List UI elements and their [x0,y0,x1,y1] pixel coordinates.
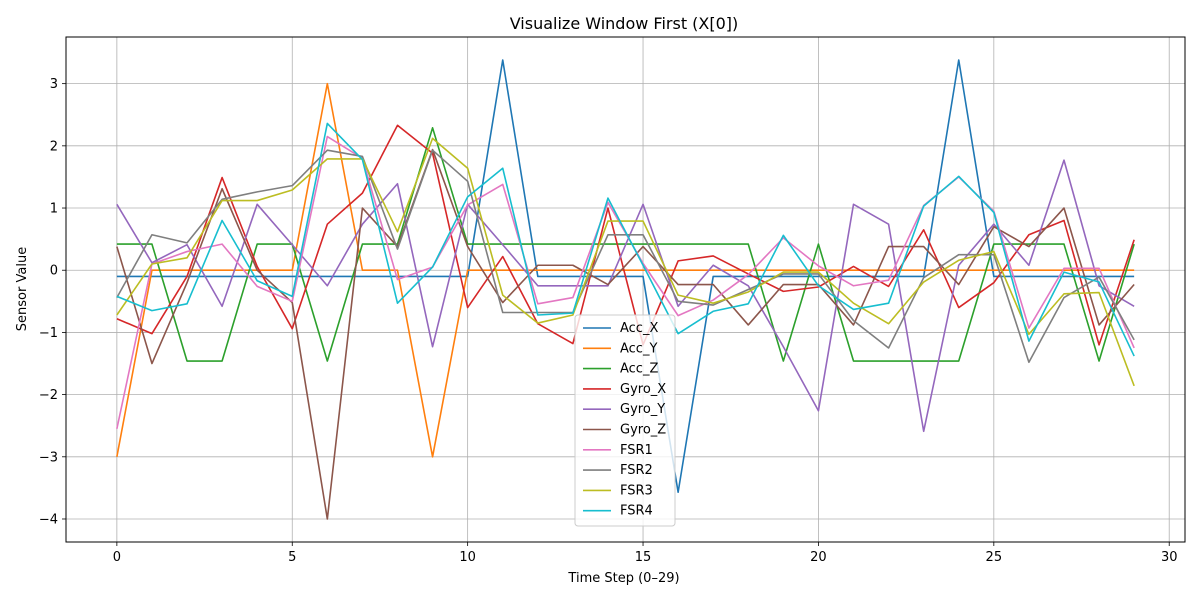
y-tick-label: 1 [50,202,58,217]
legend: Acc_X Acc_Y Acc_Z Gyro_X Gyro_Y Gyro_Z FSR1 FSR… [574,314,676,527]
legend-label: Acc_X [620,321,658,336]
legend-label: Acc_Y [620,341,657,356]
y-tick-label: −2 [39,388,58,403]
legend-label: FSR1 [620,443,653,458]
series-line-fsr4 [116,122,1135,357]
legend-label: FSR3 [620,483,653,498]
series-line-gyro-z [116,148,1135,520]
y-tick-label: 3 [50,77,58,92]
x-tick-label: 15 [635,550,652,565]
y-axis-label: Sensor Value [15,247,30,331]
x-tick-label: 0 [113,550,121,565]
x-tick-label: 25 [986,550,1003,565]
legend-box [574,314,676,527]
x-tick-label: 5 [288,550,296,565]
series-line-acc-y [116,82,1135,458]
y-tick-label: 0 [50,264,58,279]
x-tick-label: 30 [1161,550,1178,565]
series-line-fsr2 [116,149,1135,364]
y-tick-label: −4 [39,512,58,527]
y-tick-label: −3 [39,450,58,465]
legend-label: FSR2 [620,463,653,478]
series-lines [116,59,1135,520]
chart-title: Visualize Window First (X[0]) [510,14,739,33]
series-line-gyro-x [116,124,1135,346]
x-tick-label: 20 [810,550,827,565]
x-axis-label: Time Step (0–29) [567,571,679,586]
x-tick-label: 10 [459,550,476,565]
y-tick-label: −1 [39,326,58,341]
legend-label: Gyro_Z [620,423,666,438]
axis-ticks: 0 5 10 15 20 25 30 −4 −3 −2 −1 0 1 2 3 [39,77,1178,565]
series-line-fsr3 [116,137,1135,387]
legend-label: FSR4 [620,504,653,519]
plot-frame [65,36,1186,543]
legend-label: Acc_Z [620,362,658,377]
y-tick-label: 2 [50,139,58,154]
legend-label: Gyro_Y [620,402,665,417]
legend-label: Gyro_X [620,382,666,397]
